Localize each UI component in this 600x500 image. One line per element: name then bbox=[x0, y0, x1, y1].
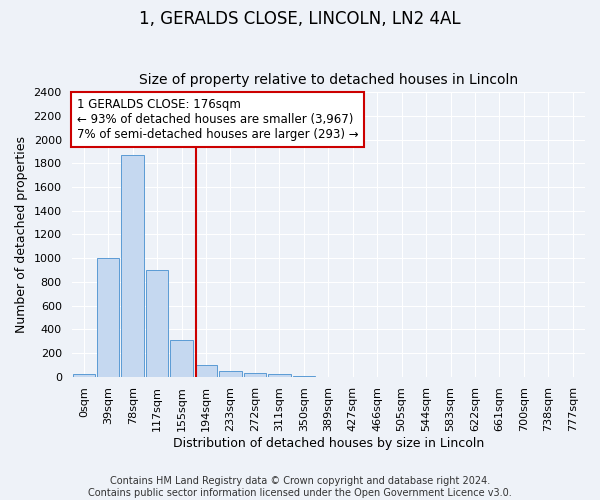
Bar bbox=[97, 258, 119, 376]
Text: Contains HM Land Registry data © Crown copyright and database right 2024.
Contai: Contains HM Land Registry data © Crown c… bbox=[88, 476, 512, 498]
Bar bbox=[170, 340, 193, 376]
Bar bbox=[121, 155, 144, 376]
Bar bbox=[146, 270, 169, 376]
Bar bbox=[73, 374, 95, 376]
Y-axis label: Number of detached properties: Number of detached properties bbox=[15, 136, 28, 333]
Bar bbox=[219, 370, 242, 376]
Bar bbox=[195, 365, 217, 376]
X-axis label: Distribution of detached houses by size in Lincoln: Distribution of detached houses by size … bbox=[173, 437, 484, 450]
Title: Size of property relative to detached houses in Lincoln: Size of property relative to detached ho… bbox=[139, 73, 518, 87]
Bar bbox=[268, 374, 290, 376]
Text: 1, GERALDS CLOSE, LINCOLN, LN2 4AL: 1, GERALDS CLOSE, LINCOLN, LN2 4AL bbox=[139, 10, 461, 28]
Bar bbox=[244, 373, 266, 376]
Text: 1 GERALDS CLOSE: 176sqm
← 93% of detached houses are smaller (3,967)
7% of semi-: 1 GERALDS CLOSE: 176sqm ← 93% of detache… bbox=[77, 98, 358, 141]
